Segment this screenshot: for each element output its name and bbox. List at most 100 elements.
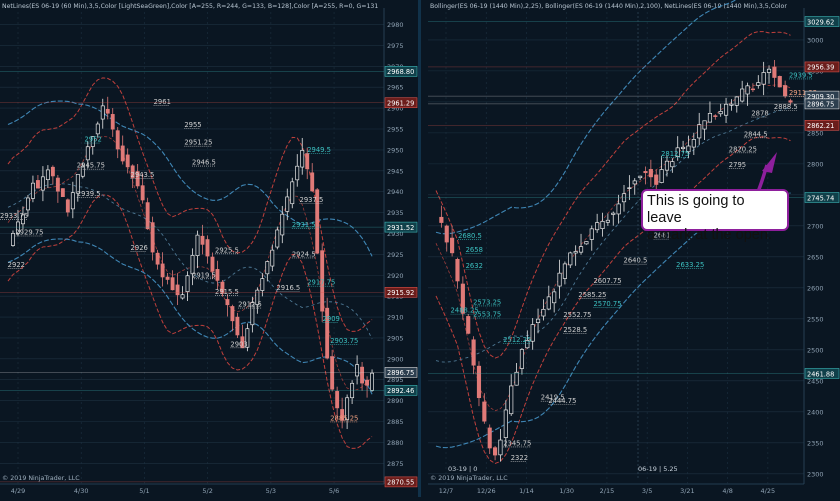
price-annotation: 2607.75	[593, 277, 621, 285]
candle-body	[766, 68, 772, 73]
candle-body	[225, 299, 230, 306]
bollinger-lower-band	[435, 136, 791, 465]
candle-body	[568, 252, 573, 266]
chart-title: Bollinger(ES 06-19 (1440 Min),2,25), Bol…	[430, 3, 787, 10]
callout-line-2: a mark at the open.	[647, 227, 772, 243]
price-annotation: 2955	[184, 121, 201, 129]
y-tick-label: 2920	[387, 272, 404, 280]
price-annotation: 2680.5	[458, 232, 482, 240]
x-tick-label: 4/8	[722, 487, 732, 495]
candle-body	[691, 139, 696, 148]
candle-body	[745, 85, 750, 95]
candle-body	[546, 296, 551, 310]
candle-body	[519, 349, 525, 369]
candle-body	[476, 365, 482, 399]
panel-divider[interactable]	[418, 0, 421, 497]
candle-body	[670, 161, 675, 168]
price-annotation: 2919.5	[192, 271, 216, 279]
price-annotation: 2909	[323, 315, 340, 323]
candle-body	[150, 222, 155, 253]
long-band-upper	[435, 0, 737, 235]
session-label: 03-19 | 0	[448, 465, 477, 473]
price-annotation: 2419.5	[541, 394, 565, 402]
candle-body	[460, 283, 465, 314]
price-annotation: 2939.5	[77, 190, 101, 198]
y-tick-label: 2965	[387, 84, 404, 92]
candle-body	[535, 318, 541, 323]
y-tick-label: 2955	[387, 126, 404, 134]
candle-body	[370, 372, 374, 391]
candle-body	[621, 193, 627, 203]
price-annotation: 2553.75	[473, 311, 501, 319]
candle-body	[80, 165, 85, 177]
y-tick-label: 2700	[807, 222, 824, 230]
y-tick-label: 2300	[807, 470, 824, 478]
candle-body	[466, 316, 471, 334]
candle-body	[275, 229, 280, 248]
price-annotation: 2903	[230, 340, 247, 348]
candle-body	[26, 197, 30, 211]
price-annotation: 2573.25	[473, 298, 501, 306]
callout-arrowhead	[762, 152, 777, 173]
candle-body	[335, 391, 340, 409]
candle-body	[503, 409, 508, 438]
candle-body	[75, 173, 80, 194]
candle-body	[355, 364, 360, 377]
candle-body	[55, 177, 60, 192]
candle-body	[595, 222, 600, 231]
price-badge-label: 2961.29	[387, 100, 414, 108]
chart-title: NetLines(ES 06-19 (60 Min),3,5,Color [Li…	[2, 3, 378, 10]
y-tick-label: 2960	[387, 105, 404, 113]
price-badge-label: 2956.39	[807, 64, 834, 72]
candle-body	[498, 439, 503, 456]
candle-body	[180, 294, 185, 299]
candle-body	[320, 250, 325, 312]
y-tick-label: 2350	[807, 439, 824, 447]
candle-body	[788, 100, 793, 103]
candle-body	[250, 302, 255, 326]
y-tick-label: 2550	[807, 315, 824, 323]
price-annotation: 2444.75	[548, 397, 576, 405]
price-badge-label: 2745.74	[807, 194, 834, 202]
candle-body	[65, 199, 70, 213]
candle-body	[740, 88, 745, 102]
candle-body	[190, 255, 195, 275]
price-annotation: 2937.5	[300, 196, 324, 204]
candle-body	[290, 181, 295, 205]
x-tick-label: 3/5	[642, 487, 652, 495]
y-tick-label: 2650	[807, 253, 824, 261]
candle-body	[235, 316, 240, 336]
candle-body	[632, 180, 637, 185]
price-badge	[384, 367, 418, 378]
candle-body	[611, 212, 616, 215]
y-tick-label: 2850	[807, 129, 824, 137]
candle-body	[325, 307, 330, 359]
y-tick-label: 3000	[807, 36, 824, 44]
y-tick-label: 2975	[387, 42, 404, 50]
price-annotation: 2911.25	[789, 89, 817, 97]
long-band-mid	[7, 183, 373, 340]
candle-body	[165, 276, 170, 280]
price-badge-label: 2862.21	[807, 122, 834, 130]
price-badge-label: 3029.62	[807, 18, 834, 26]
price-annotation: 2945.75	[77, 162, 105, 170]
price-badge	[804, 16, 840, 27]
candle-body	[205, 239, 210, 257]
candle-body	[185, 275, 190, 293]
candle-body	[210, 256, 215, 272]
price-annotation: 2322	[511, 454, 528, 462]
callout-note: This is going to leave a mark at the ope…	[641, 189, 789, 243]
candle-body	[444, 225, 449, 243]
candle-body	[230, 306, 235, 322]
candle-body	[697, 124, 702, 139]
price-annotation: 2943.5	[131, 171, 155, 179]
candle-body	[783, 85, 788, 97]
y-tick-label: 2450	[807, 377, 824, 385]
candle-body	[681, 146, 686, 149]
x-tick-label: 3/21	[680, 487, 695, 495]
price-annotation: 2903.75	[330, 337, 358, 345]
price-badge-label: 2909.30	[807, 93, 834, 101]
price-annotation: 2888.5	[774, 103, 798, 111]
price-badge	[384, 286, 418, 298]
